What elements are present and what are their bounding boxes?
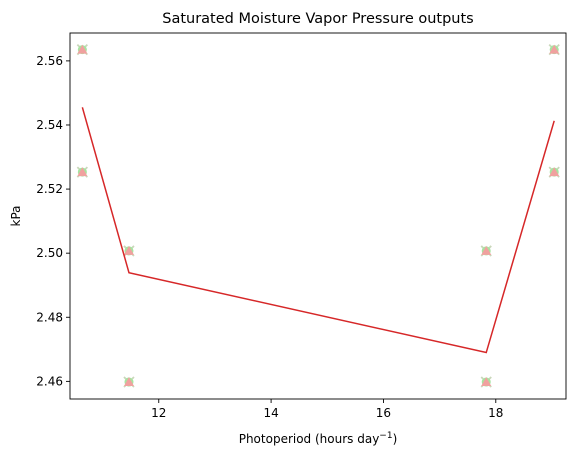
x-tick-label: 14 [263,406,278,420]
axes-frame [69,32,567,400]
y-tick-label: 2.54 [36,118,63,132]
x-axis-title-superscript: −1 [379,431,392,441]
y-tick-label: 2.46 [36,374,63,388]
data-point-triangle-marker [123,245,134,255]
x-axis-title-main: Photoperiod (hours day [239,432,380,446]
data-point-triangle-marker [481,377,492,387]
plot-area [76,44,560,388]
data-point-triangle-marker [481,245,492,255]
x-axis-title: Photoperiod (hours day−1) [239,431,398,446]
chart-title: Saturated Moisture Vapor Pressure output… [162,11,473,27]
y-axis: 2.46 2.48 2.50 2.52 2.54 2.56 [36,54,70,388]
x-axis: 12 14 16 18 [151,399,503,420]
data-point-triangle-marker [549,44,560,54]
data-point-triangle-marker [77,44,88,54]
x-tick-label: 16 [376,406,391,420]
x-axis-title-suffix: ) [393,432,398,446]
x-tick-label: 12 [151,406,166,420]
data-point-triangle-marker [549,167,560,177]
y-tick-label: 2.48 [36,310,63,324]
data-point-triangle-marker [77,167,88,177]
data-point-triangle-marker [123,377,134,387]
x-tick-label: 18 [488,406,503,420]
y-tick-label: 2.50 [36,246,63,260]
y-tick-label: 2.52 [36,182,63,196]
y-axis-title: kPa [9,206,23,227]
model-line [81,107,555,354]
y-tick-label: 2.56 [36,54,63,68]
